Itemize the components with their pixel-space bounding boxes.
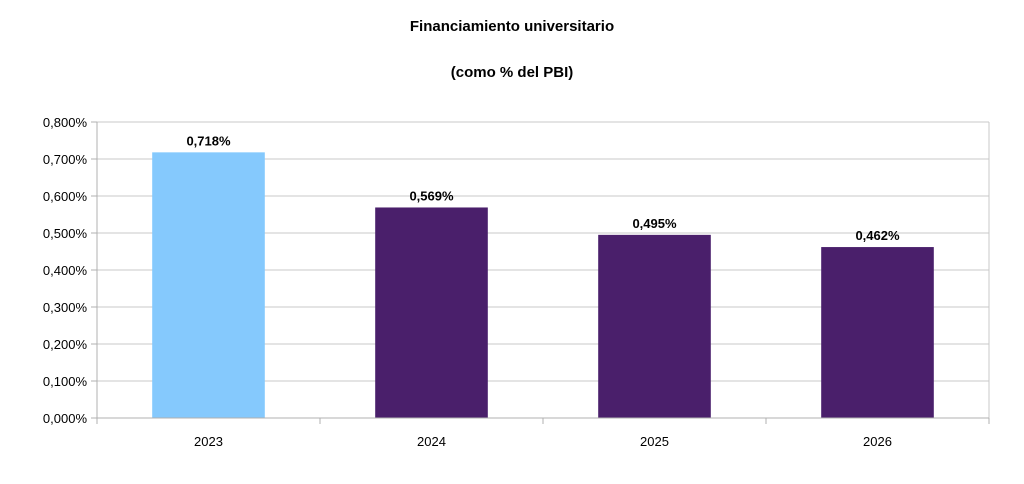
chart-subtitle: (como % del PBI) [451,64,574,81]
y-tick-label: 0,000% [43,411,88,426]
bar-2026 [821,247,934,418]
y-tick-label: 0,100% [43,374,88,389]
y-tick-label: 0,800% [43,115,88,130]
y-axis-ticks: 0,000% 0,100% 0,200% 0,300% 0,400% 0,500% 0,60… [43,115,97,426]
x-tick-label: 2025 [640,434,669,449]
y-tick-label: 0,600% [43,189,88,204]
bar-2023 [152,152,265,418]
data-label: 0,462% [855,228,900,243]
data-label: 0,569% [409,188,454,203]
bars: 0,718% 0,569% 0,495% 0,462% [152,133,934,418]
y-tick-label: 0,500% [43,226,88,241]
x-axis: 2023 2024 2025 2026 [96,122,990,449]
bar-2024 [375,207,488,418]
data-label: 0,718% [186,133,231,148]
x-tick-label: 2024 [417,434,446,449]
x-tick-label: 2026 [863,434,892,449]
bar-2025 [598,234,711,418]
data-label: 0,495% [632,216,677,231]
y-tick-label: 0,400% [43,263,88,278]
chart-title: Financiamiento universitario [410,18,614,35]
y-tick-label: 0,200% [43,337,88,352]
y-tick-label: 0,700% [43,152,88,167]
y-tick-label: 0,300% [43,300,88,315]
x-tick-label: 2023 [194,434,223,449]
